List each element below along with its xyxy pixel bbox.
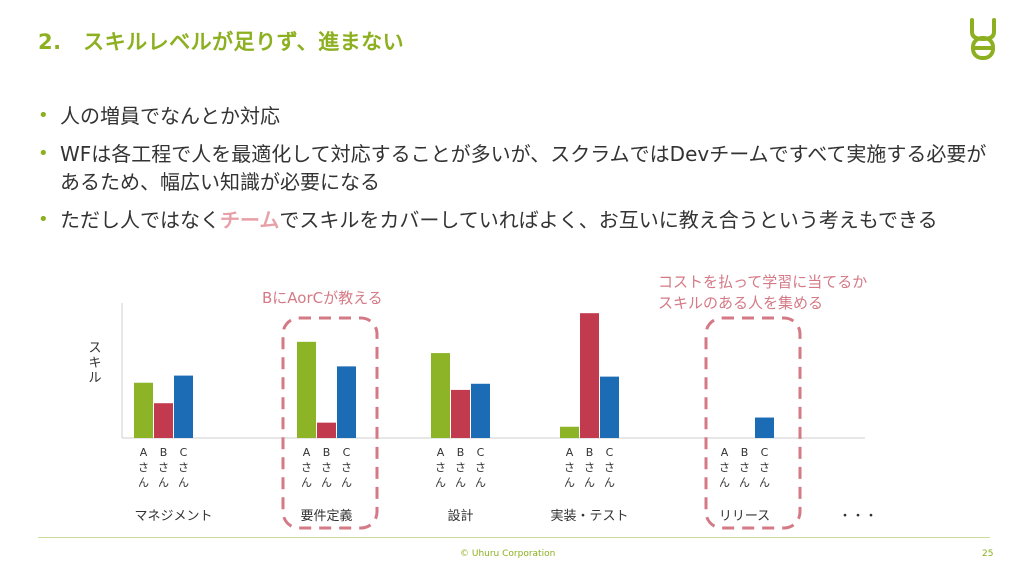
footer-copyright: © Uhuru Corporation xyxy=(460,549,556,559)
bar-label: B さん xyxy=(455,446,466,489)
bullet-text-before: ただし人ではなく xyxy=(60,208,220,232)
bar-2-Aさん xyxy=(297,341,316,438)
bar-4-Cさん xyxy=(600,376,619,438)
bar-label: B さん xyxy=(584,446,595,489)
highlight-box xyxy=(281,316,379,530)
y-axis-label: スキル xyxy=(88,341,101,386)
bullet-highlight: チーム xyxy=(220,208,280,232)
bar-3-Bさん xyxy=(451,389,470,438)
bullet-item: • ただし人ではなくチームでスキルをカバーしていればよく、お互いに教え合うという… xyxy=(38,206,988,234)
bar-label: C さん xyxy=(178,446,189,489)
bar-2-Cさん xyxy=(337,366,356,438)
category-label: マネジメント xyxy=(134,509,212,524)
bar-label: C さん xyxy=(604,446,615,489)
bar-label: C さん xyxy=(475,446,486,489)
page-number: 25 xyxy=(982,549,994,559)
bullet-text: WFは各工程で人を最適化して対応することが多いが、スクラムではDevチームですべ… xyxy=(60,142,987,194)
bar-3-Cさん xyxy=(471,383,490,438)
bar-label: A さん xyxy=(719,446,730,489)
category-label: 要件定義 xyxy=(300,508,352,524)
bar-5-Cさん xyxy=(755,417,774,438)
bar-label: A さん xyxy=(301,446,312,489)
bar-4-Bさん xyxy=(580,313,599,438)
bar-3-Aさん xyxy=(431,353,450,438)
callout-teach: BにAorCが教える xyxy=(262,289,383,307)
bar-label: C さん xyxy=(341,446,352,489)
callout-cost-line2: スキルのある人を集める xyxy=(658,294,824,312)
bullet-dot-icon: • xyxy=(38,209,49,230)
category-ellipsis: ・・・ xyxy=(838,509,877,524)
bar-label: B さん xyxy=(158,446,169,489)
bullet-text-after: でスキルをカバーしていればよく、お互いに教え合うという考えもできる xyxy=(279,208,938,232)
uhuru-logo-icon xyxy=(970,18,996,60)
bar-label: A さん xyxy=(138,446,149,489)
bar-label: A さん xyxy=(564,446,575,489)
bar-1-Bさん xyxy=(154,403,173,438)
bullet-item: • WFは各工程で人を最適化して対応することが多いが、スクラムではDevチームで… xyxy=(38,140,988,196)
callout-cost-line1: コストを払って学習に当てるか xyxy=(658,273,868,291)
bar-1-Aさん xyxy=(134,382,153,438)
bar-label: B さん xyxy=(739,446,750,489)
bar-label: C さん xyxy=(759,446,770,489)
bar-label: A さん xyxy=(435,446,446,489)
slide-title: 2. スキルレベルが足りず、進まない xyxy=(38,30,405,54)
bar-2-Bさん xyxy=(317,422,336,438)
bullet-dot-icon: • xyxy=(38,143,49,164)
bar-1-Cさん xyxy=(174,375,193,438)
highlight-box xyxy=(704,316,802,530)
callout-cost: コストを払って学習に当てるか スキルのある人を集める xyxy=(658,272,867,314)
category-label: 設計 xyxy=(447,508,473,524)
category-label: 実装・テスト xyxy=(550,508,628,524)
bullet-item: • 人の増員でなんとか対応 xyxy=(38,102,988,130)
bullet-list: • 人の増員でなんとか対応 • WFは各工程で人を最適化して対応することが多いが… xyxy=(38,102,988,244)
footer-divider xyxy=(38,537,990,538)
bullet-dot-icon: • xyxy=(38,105,49,126)
bar-4-Aさん xyxy=(560,426,579,438)
bar-label: B さん xyxy=(321,446,332,489)
category-label: リリース xyxy=(719,509,770,524)
bullet-text: 人の増員でなんとか対応 xyxy=(60,104,280,128)
